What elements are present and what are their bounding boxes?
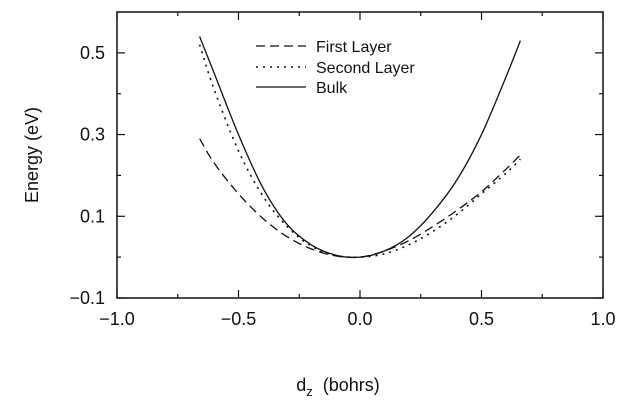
legend-label-first-layer: First Layer (316, 39, 392, 56)
legend-label-bulk: Bulk (316, 80, 348, 97)
legend: First Layer Second Layer Bulk (256, 39, 415, 97)
x-axis-label-subscript: z (306, 384, 313, 399)
x-tick-label: 1.0 (590, 309, 615, 329)
x-axis-label: dz (bohrs) (296, 375, 380, 399)
axis-ticks (116, 11, 604, 299)
legend-label-second-layer: Second Layer (316, 60, 415, 77)
x-tick-label: 0.0 (347, 309, 372, 329)
series-line-first-layer (199, 138, 521, 259)
x-tick-label: 0.5 (469, 309, 494, 329)
y-tick-label: 0.5 (80, 43, 105, 63)
series-line-bulk (199, 36, 521, 259)
axis-tick-labels: −1.0 −0.5 0.0 0.5 1.0 −0.1 0.1 0.3 0.5 (69, 43, 615, 329)
y-tick-label: 0.3 (80, 125, 105, 145)
y-tick-label: 0.1 (80, 206, 105, 226)
y-tick-label: −0.1 (69, 288, 105, 308)
x-axis-label-main: d (296, 375, 306, 395)
x-tick-label: −0.5 (221, 309, 257, 329)
x-axis-label-unit: (bohrs) (323, 375, 380, 395)
series-lines (198, 36, 521, 259)
y-axis-label: Energy (eV) (22, 107, 42, 203)
x-tick-label: −1.0 (99, 309, 135, 329)
